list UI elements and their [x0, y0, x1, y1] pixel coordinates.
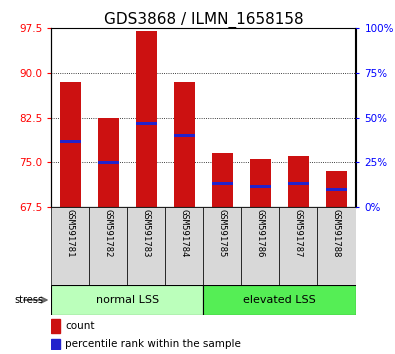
- Bar: [250, 185, 271, 188]
- Bar: [136, 122, 157, 125]
- Bar: [60, 140, 81, 143]
- Bar: [212, 182, 233, 184]
- Bar: [51, 339, 60, 349]
- Text: GSM591785: GSM591785: [218, 210, 227, 258]
- Text: GSM591782: GSM591782: [104, 210, 113, 258]
- Text: percentile rank within the sample: percentile rank within the sample: [65, 339, 241, 349]
- Text: GSM591788: GSM591788: [332, 210, 341, 258]
- Bar: [326, 171, 347, 207]
- Text: GSM591783: GSM591783: [142, 210, 151, 258]
- Bar: [174, 134, 195, 137]
- Text: normal LSS: normal LSS: [96, 295, 159, 305]
- Bar: [51, 285, 203, 315]
- Bar: [288, 182, 309, 184]
- Bar: [127, 207, 166, 285]
- Bar: [250, 159, 271, 207]
- Bar: [318, 207, 356, 285]
- Bar: [212, 154, 233, 207]
- Text: GSM591784: GSM591784: [180, 210, 189, 258]
- Bar: [98, 161, 119, 164]
- Text: GSM591786: GSM591786: [256, 210, 265, 258]
- Bar: [279, 207, 318, 285]
- Bar: [51, 319, 60, 333]
- Bar: [203, 207, 241, 285]
- Bar: [89, 207, 127, 285]
- Bar: [51, 207, 89, 285]
- Text: GSM591787: GSM591787: [294, 210, 303, 258]
- Text: elevated LSS: elevated LSS: [243, 295, 316, 305]
- Bar: [166, 207, 203, 285]
- Bar: [136, 31, 157, 207]
- Text: stress: stress: [15, 295, 43, 305]
- Bar: [174, 82, 195, 207]
- Title: GDS3868 / ILMN_1658158: GDS3868 / ILMN_1658158: [103, 12, 303, 28]
- Bar: [203, 285, 356, 315]
- Text: GSM591781: GSM591781: [66, 210, 75, 258]
- Bar: [60, 82, 81, 207]
- Text: count: count: [65, 321, 94, 331]
- Bar: [98, 118, 119, 207]
- Bar: [288, 156, 309, 207]
- Bar: [241, 207, 279, 285]
- Bar: [326, 188, 347, 190]
